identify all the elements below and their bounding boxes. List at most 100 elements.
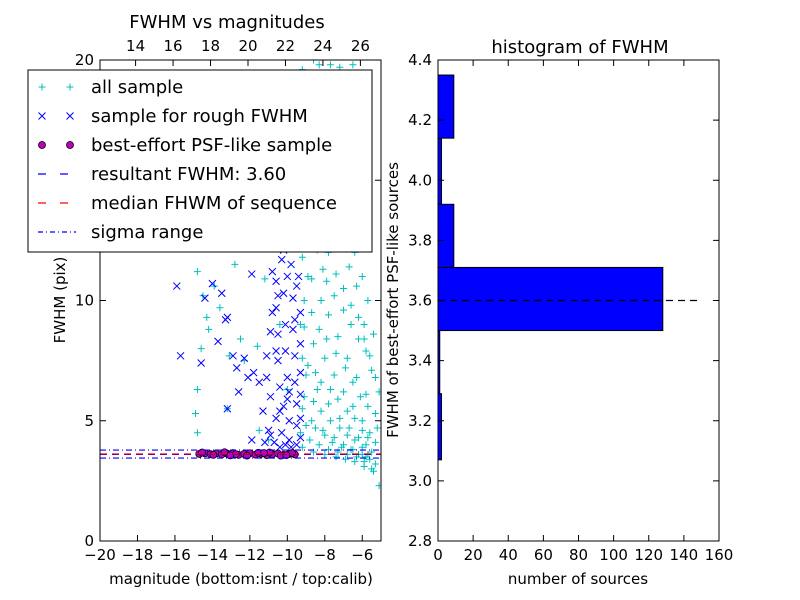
data-point — [317, 407, 325, 415]
data-point — [300, 297, 308, 304]
data-point — [371, 438, 379, 446]
data-point — [283, 395, 292, 403]
data-point — [349, 402, 357, 410]
data-point — [319, 265, 327, 273]
data-point — [249, 368, 258, 377]
data-point — [283, 373, 292, 382]
data-point — [223, 404, 232, 413]
data-point — [310, 60, 318, 64]
top-tick-label: 16 — [164, 37, 183, 55]
legend-label: sample for rough FWHM — [91, 106, 308, 127]
data-point — [375, 482, 381, 490]
data-point — [264, 426, 273, 435]
data-point — [308, 417, 316, 425]
y-tick-label: 10 — [75, 292, 94, 310]
data-point — [334, 395, 342, 403]
data-point — [366, 455, 374, 463]
right-chart-histogram: 0 20 40 60 80 100 120 140 160 2.8 3.0 3.2 3.4 3.6 3.8 4… — [384, 37, 733, 588]
data-point — [277, 255, 286, 264]
data-point — [338, 443, 346, 451]
data-point — [321, 431, 329, 439]
data-point — [216, 304, 224, 312]
data-point — [298, 405, 306, 413]
data-point — [358, 417, 366, 425]
data-point — [247, 436, 256, 444]
x-tick-label: 140 — [670, 546, 699, 564]
data-point — [300, 323, 308, 331]
legend-entry: best-effort PSF-like sample — [38, 135, 332, 156]
right-x-axis-label: number of sources — [508, 570, 648, 588]
data-point — [371, 373, 379, 381]
y-tick-label: 4.2 — [408, 111, 432, 129]
data-point — [223, 313, 232, 322]
data-point — [234, 388, 243, 396]
data-point — [358, 443, 366, 451]
data-point — [205, 325, 213, 333]
data-point — [340, 388, 348, 396]
y-tick-label: 0 — [84, 532, 94, 550]
data-point — [283, 272, 292, 281]
data-point — [296, 414, 305, 423]
data-point — [281, 440, 290, 449]
legend-marker — [66, 112, 74, 120]
data-point — [311, 424, 319, 432]
data-point — [304, 361, 312, 369]
data-point — [334, 333, 342, 341]
legend-marker — [66, 83, 74, 91]
data-point — [317, 378, 325, 386]
x-tick-label: −20 — [84, 546, 116, 564]
data-point — [310, 398, 318, 406]
x-tick-label: −6 — [351, 546, 373, 564]
data-point — [356, 393, 364, 401]
data-point — [229, 351, 237, 360]
data-point — [323, 335, 331, 343]
x-tick-label: 80 — [569, 546, 588, 564]
data-point — [364, 434, 372, 442]
data-point — [240, 354, 249, 363]
legend-label: best-effort PSF-like sample — [91, 135, 332, 156]
x-tick-label: −14 — [197, 546, 229, 564]
data-point — [370, 330, 378, 338]
data-point — [193, 385, 201, 393]
data-point — [253, 342, 261, 350]
data-point — [343, 407, 351, 415]
data-point — [281, 320, 290, 329]
data-point — [319, 426, 327, 434]
x-tick-label: −10 — [272, 546, 304, 564]
data-point — [255, 378, 264, 387]
data-point — [315, 441, 323, 449]
data-point — [261, 275, 269, 283]
data-point — [244, 373, 252, 382]
data-point — [332, 270, 340, 278]
data-point — [268, 308, 277, 317]
data-point — [351, 436, 359, 444]
data-point — [197, 345, 205, 353]
data-point — [362, 347, 370, 355]
data-point — [370, 467, 378, 475]
data-point — [281, 347, 290, 355]
data-point — [294, 272, 303, 281]
data-point — [360, 321, 368, 329]
legend-entry: sigma range — [38, 222, 203, 243]
data-point — [226, 451, 235, 460]
data-point — [345, 263, 353, 271]
data-point — [296, 433, 305, 442]
data-point — [272, 277, 280, 286]
top-tick-label: 14 — [126, 37, 145, 55]
x-tick-label: 120 — [634, 546, 663, 564]
data-point — [347, 321, 355, 329]
y-tick-label: 3.2 — [408, 412, 432, 430]
data-point — [362, 441, 370, 449]
data-point — [349, 378, 357, 386]
data-point — [358, 272, 366, 280]
data-point — [330, 292, 338, 300]
legend-entry: all sample — [38, 77, 183, 98]
data-point — [203, 313, 211, 321]
data-point — [375, 388, 381, 396]
top-tick-label: 24 — [313, 37, 332, 55]
data-point — [364, 297, 372, 304]
data-point — [353, 282, 361, 290]
data-point — [296, 429, 304, 437]
left-chart-title: FWHM vs magnitudes — [129, 12, 324, 33]
data-point — [266, 392, 275, 401]
